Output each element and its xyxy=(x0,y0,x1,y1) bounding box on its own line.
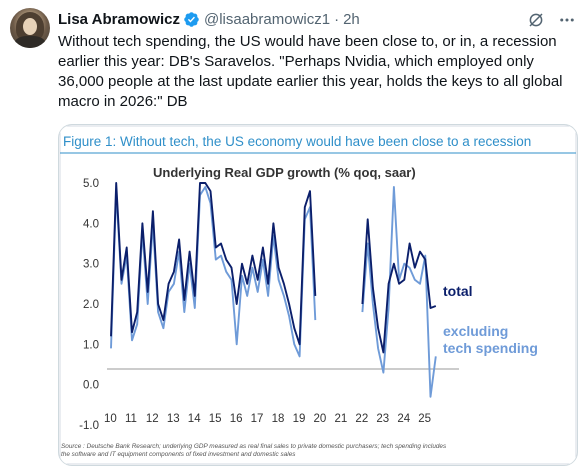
y-tick-label: -1.0 xyxy=(79,420,99,432)
legend-total: total xyxy=(443,283,473,299)
x-tick-label: 11 xyxy=(125,413,137,425)
grok-slash-icon[interactable] xyxy=(527,11,545,29)
y-tick-label: 0.0 xyxy=(83,380,99,392)
x-tick-label: 14 xyxy=(188,413,201,425)
y-tick-label: 5.0 xyxy=(83,178,99,190)
more-options-icon[interactable] xyxy=(557,11,577,29)
y-tick-label: 3.0 xyxy=(83,259,99,271)
y-tick-label: 1.0 xyxy=(83,339,99,351)
x-axis: 10 11 12 13 14 15 16 17 18 19 20 21 22 23 24 25 xyxy=(104,413,431,425)
y-tick-label: 4.0 xyxy=(83,218,99,230)
verified-badge-icon xyxy=(184,11,199,27)
chart-title: Underlying Real GDP growth (% qoq, saar) xyxy=(153,165,416,180)
x-tick-label: 13 xyxy=(167,413,180,425)
tweet-header: Lisa Abramowicz @lisaabramowicz1 · 2h xyxy=(58,9,360,29)
avatar[interactable] xyxy=(10,8,50,48)
source-note: Source : Deutsche Bank Research; underly… xyxy=(61,443,448,458)
timestamp[interactable]: 2h xyxy=(343,10,360,28)
author-handle[interactable]: @lisaabramowicz1 xyxy=(203,10,331,28)
x-tick-label: 21 xyxy=(334,413,347,425)
y-axis: 5.0 4.0 3.0 2.0 1.0 0.0 -1.0 xyxy=(79,178,99,432)
series-lines xyxy=(110,182,437,398)
x-tick-label: 16 xyxy=(230,413,243,425)
legend-excluding: excluding tech spending xyxy=(443,323,538,356)
series-line-total xyxy=(110,182,437,354)
author-name[interactable]: Lisa Abramowicz xyxy=(58,10,180,28)
x-tick-label: 23 xyxy=(376,413,389,425)
figure-title: Figure 1: Without tech, the US economy w… xyxy=(63,134,531,149)
tweet-text: Without tech spending, the US would have… xyxy=(58,33,563,110)
x-tick-label: 10 xyxy=(104,413,117,425)
avatar-face xyxy=(23,18,37,35)
chart-image-card[interactable]: Figure 1: Without tech, the US economy w… xyxy=(58,124,578,466)
x-tick-label: 19 xyxy=(293,413,306,425)
x-tick-label: 20 xyxy=(314,413,327,425)
x-tick-label: 17 xyxy=(251,413,264,425)
separator-dot: · xyxy=(334,10,340,28)
x-tick-label: 24 xyxy=(397,413,410,425)
y-tick-label: 2.0 xyxy=(83,299,99,311)
avatar-body xyxy=(14,36,46,48)
x-tick-label: 22 xyxy=(355,413,368,425)
gdp-chart: Figure 1: Without tech, the US economy w… xyxy=(59,125,577,465)
x-tick-label: 25 xyxy=(418,413,431,425)
x-tick-label: 15 xyxy=(209,413,222,425)
x-tick-label: 18 xyxy=(272,413,285,425)
x-tick-label: 12 xyxy=(146,413,159,425)
